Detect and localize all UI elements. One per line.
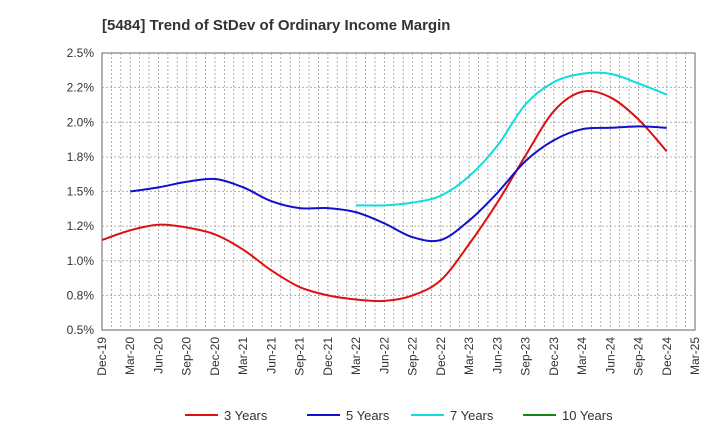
- y-tick-label: 1.8%: [67, 150, 95, 164]
- series-line-3-years: [101, 90, 668, 303]
- grid: [102, 53, 695, 330]
- y-tick-label: 0.5%: [67, 323, 95, 337]
- legend: 3 Years 5 Years 7 Years 10 Years: [185, 408, 613, 423]
- legend-label: 7 Years: [450, 408, 494, 423]
- series-line-5-years: [130, 125, 667, 243]
- x-tick-label: Dec-20: [208, 337, 222, 376]
- y-tick-label: 2.5%: [67, 46, 95, 60]
- x-tick-label: Mar-22: [349, 337, 363, 375]
- x-tick-label: Dec-21: [321, 337, 335, 376]
- legend-label: 3 Years: [224, 408, 268, 423]
- x-tick-label: Sep-23: [519, 337, 533, 376]
- x-tick-label: Sep-22: [406, 337, 420, 376]
- x-tick-label: Mar-24: [575, 337, 589, 375]
- x-tick-label: Mar-25: [688, 337, 702, 375]
- x-tick-label: Jun-20: [151, 337, 165, 374]
- x-tick-label: Sep-21: [293, 337, 307, 376]
- y-tick-label: 1.0%: [67, 254, 95, 268]
- series-line-7-years: [356, 71, 668, 207]
- chart-title: [5484] Trend of StDev of Ordinary Income…: [102, 17, 450, 34]
- x-tick-label: Sep-24: [632, 337, 646, 376]
- x-tick-label: Mar-23: [462, 337, 476, 375]
- legend-label: 10 Years: [562, 408, 613, 423]
- x-tick-label: Jun-23: [490, 337, 504, 374]
- x-tick-label: Mar-21: [236, 337, 250, 375]
- x-tick-label: Dec-24: [660, 337, 674, 376]
- x-axis-ticks: Dec-19 Mar-20 Jun-20 Sep-20 Dec-20 Mar-21 Jun-…: [95, 337, 702, 376]
- series-lines: [101, 71, 668, 303]
- x-tick-label: Dec-22: [434, 337, 448, 376]
- x-tick-label: Dec-19: [95, 337, 109, 376]
- y-tick-label: 2.0%: [67, 115, 95, 129]
- x-tick-label: Jun-22: [377, 337, 391, 374]
- x-tick-label: Sep-20: [180, 337, 194, 376]
- y-tick-label: 0.8%: [67, 288, 95, 302]
- x-tick-label: Jun-21: [264, 337, 278, 374]
- x-tick-label: Jun-24: [603, 337, 617, 374]
- legend-label: 5 Years: [346, 408, 390, 423]
- x-tick-label: Mar-20: [123, 337, 137, 375]
- y-axis-ticks: 0.5% 0.8% 1.0% 1.2% 1.5% 1.8% 2.0% 2.2% 2.5%: [67, 46, 95, 337]
- x-tick-label: Dec-23: [547, 337, 561, 376]
- y-tick-label: 1.5%: [67, 185, 95, 199]
- y-tick-label: 1.2%: [67, 219, 95, 233]
- y-tick-label: 2.2%: [67, 81, 95, 95]
